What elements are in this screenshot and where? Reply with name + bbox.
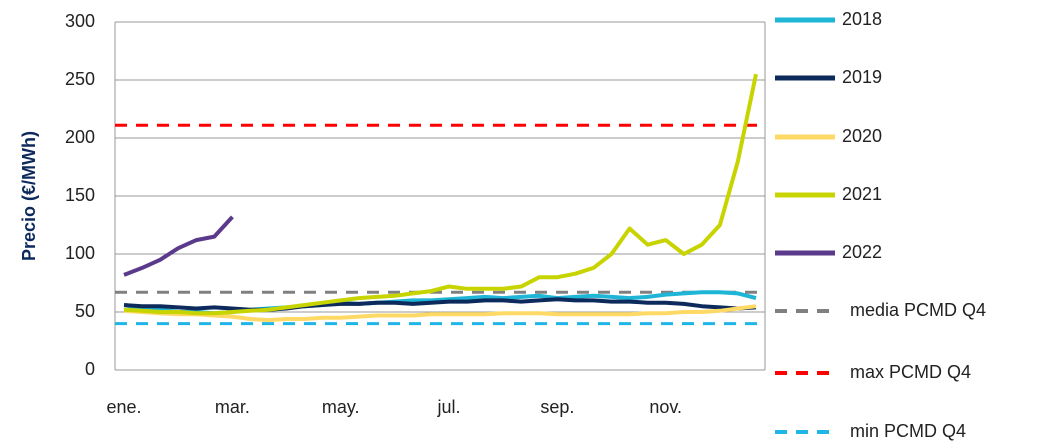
y-tick-label: 250	[65, 69, 95, 89]
legend-label: max PCMD Q4	[850, 362, 971, 382]
series-line	[123, 297, 757, 312]
legend-label: 2018	[842, 9, 882, 29]
series-line	[123, 304, 757, 323]
x-tick-label: mar.	[215, 397, 250, 417]
y-tick-label: 100	[65, 243, 95, 263]
y-tick-label: 300	[65, 11, 95, 31]
legend-label: 2022	[842, 242, 882, 262]
series-line	[123, 73, 758, 316]
x-tick-label: nov.	[649, 397, 682, 417]
y-axis-label: Precio (€/MWh)	[19, 131, 39, 261]
y-tick-label: 200	[65, 127, 95, 147]
series-line	[123, 215, 234, 277]
legend-label: media PCMD Q4	[850, 300, 986, 320]
x-tick-label: jul.	[437, 397, 461, 417]
legend-label: min PCMD Q4	[850, 421, 966, 441]
legend-label: 2021	[842, 184, 882, 204]
legend-label: 2020	[842, 126, 882, 146]
y-tick-label: 150	[65, 185, 95, 205]
y-tick-label: 50	[75, 301, 95, 321]
x-tick-label: ene.	[107, 397, 142, 417]
x-tick-label: may.	[322, 397, 360, 417]
legend-label: 2019	[842, 67, 882, 87]
x-tick-label: sep.	[540, 397, 574, 417]
y-tick-label: 0	[85, 359, 95, 379]
